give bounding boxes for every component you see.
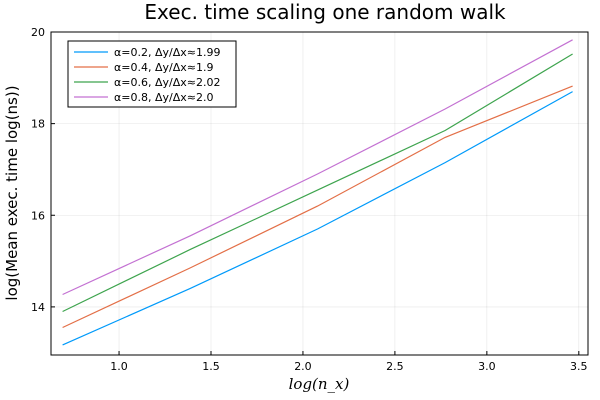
x-tick-label: 1.5 bbox=[202, 360, 220, 373]
y-tick-label: 14 bbox=[31, 301, 45, 314]
chart-title: Exec. time scaling one random walk bbox=[144, 0, 506, 24]
plot-lines bbox=[62, 39, 573, 346]
x-axis-label: log(n_x) bbox=[289, 375, 350, 393]
y-tick-label: 18 bbox=[31, 118, 45, 131]
y-tick-label: 16 bbox=[31, 209, 45, 222]
legend-label: α=0.8, Δy/Δx≈2.0 bbox=[114, 91, 213, 104]
y-axis-label: log(Mean exec. time log(ns)) bbox=[3, 85, 21, 300]
series-line-4 bbox=[62, 39, 573, 296]
x-tick-label: 3.0 bbox=[478, 360, 496, 373]
series-line-2 bbox=[62, 85, 573, 329]
plot-frame bbox=[50, 31, 589, 356]
legend: α=0.2, Δy/Δx≈1.99 α=0.4, Δy/Δx≈1.9 α=0.6, … bbox=[67, 40, 237, 108]
legend-label: α=0.4, Δy/Δx≈1.9 bbox=[114, 61, 213, 74]
y-axis-ticks: 14 16 18 20 bbox=[31, 26, 55, 314]
legend-label: α=0.2, Δy/Δx≈1.99 bbox=[114, 46, 220, 59]
x-axis-ticks: 1.0 1.5 2.0 2.5 3.0 3.5 bbox=[110, 351, 588, 373]
legend-label: α=0.6, Δy/Δx≈2.02 bbox=[114, 76, 220, 89]
series-line-3 bbox=[62, 53, 573, 313]
x-tick-label: 3.5 bbox=[570, 360, 588, 373]
x-tick-label: 2.5 bbox=[386, 360, 404, 373]
x-tick-label: 2.0 bbox=[294, 360, 312, 373]
series-line-1 bbox=[62, 91, 573, 346]
y-tick-label: 20 bbox=[31, 26, 45, 39]
x-tick-label: 1.0 bbox=[110, 360, 128, 373]
